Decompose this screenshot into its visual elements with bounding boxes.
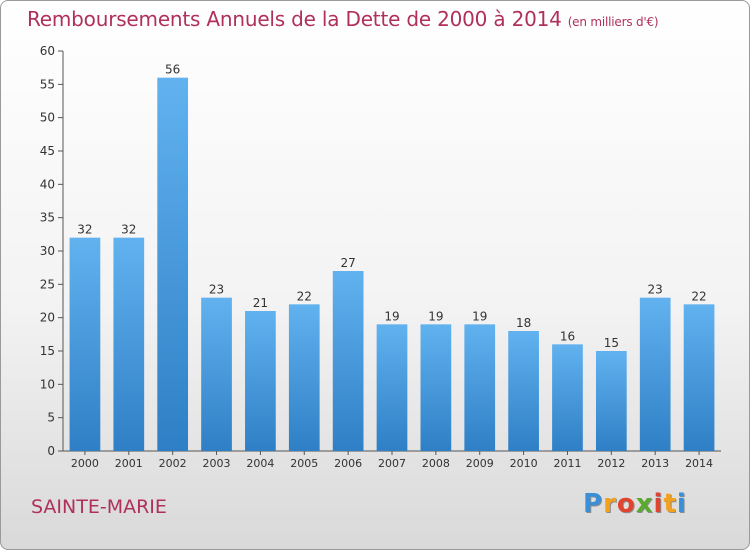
x-tick-label: 2000 xyxy=(71,457,99,470)
x-tick-label: 2005 xyxy=(290,457,318,470)
proxiti-logo: Proxiti xyxy=(583,489,687,519)
y-tick-label: 45 xyxy=(40,144,55,158)
chart-subtitle: (en milliers d'€) xyxy=(567,15,659,29)
x-tick-label: 2008 xyxy=(422,457,450,470)
bar xyxy=(201,297,232,451)
bar-value-label: 19 xyxy=(428,309,443,323)
bar xyxy=(683,304,715,451)
y-tick-label: 15 xyxy=(40,344,55,358)
y-tick-label: 35 xyxy=(40,211,55,225)
bar xyxy=(288,304,320,451)
chart-title: Remboursements Annuels de la Dette de 20… xyxy=(27,7,659,31)
bar-value-label: 19 xyxy=(384,309,399,323)
logo-letter: x xyxy=(635,489,654,519)
bar-value-label: 18 xyxy=(516,316,531,330)
x-tick-label: 2006 xyxy=(334,457,362,470)
x-tick-label: 2009 xyxy=(466,457,494,470)
x-tick-label: 2003 xyxy=(203,457,231,470)
x-tick-label: 2002 xyxy=(159,457,187,470)
y-tick-label: 30 xyxy=(40,244,55,258)
axes: 0 5 10 15 20 25 30 35 40 45 50 55 60 xyxy=(40,44,721,458)
y-tick-label: 40 xyxy=(40,177,55,191)
y-tick-label: 25 xyxy=(40,277,55,291)
place-name: SAINTE-MARIE xyxy=(31,496,167,518)
bar-value-label: 32 xyxy=(121,223,136,237)
y-tick-label: 0 xyxy=(47,444,55,458)
bar-value-label: 23 xyxy=(209,283,224,297)
logo-letter: r xyxy=(603,489,617,519)
x-tick-label: 2007 xyxy=(378,457,406,470)
bar xyxy=(157,77,189,452)
x-tick-label: 2001 xyxy=(115,457,143,470)
y-tick-label: 20 xyxy=(40,311,55,325)
bar xyxy=(245,311,276,451)
x-tick-label: 2012 xyxy=(597,457,625,470)
bar xyxy=(552,344,583,451)
y-tick-label: 60 xyxy=(40,44,55,58)
y-tick-label: 50 xyxy=(40,111,55,125)
bar xyxy=(332,271,364,451)
bar-value-label: 19 xyxy=(472,309,487,323)
bar xyxy=(113,237,145,451)
bar-value-label: 22 xyxy=(297,289,312,303)
y-tick-label: 5 xyxy=(47,411,55,425)
bar xyxy=(69,237,101,451)
x-tick-label: 2011 xyxy=(553,457,581,470)
logo-letter: t xyxy=(663,489,677,519)
bar-value-label: 32 xyxy=(77,223,92,237)
bar-value-label: 56 xyxy=(165,63,180,77)
bars xyxy=(69,77,715,452)
x-tick-label: 2013 xyxy=(641,457,669,470)
chart-title-text: Remboursements Annuels de la Dette de 20… xyxy=(27,7,562,31)
bar xyxy=(376,324,408,451)
bar-value-label: 23 xyxy=(648,283,663,297)
x-tick-label: 2014 xyxy=(685,457,713,470)
bar xyxy=(420,324,452,451)
bar-value-label: 21 xyxy=(253,296,268,310)
bar xyxy=(595,351,627,451)
y-tick-label: 55 xyxy=(40,77,55,91)
bar xyxy=(464,324,496,451)
logo-letter: i xyxy=(653,489,664,519)
bar xyxy=(639,297,671,451)
bar-value-label: 16 xyxy=(560,329,575,343)
x-tick-label: 2004 xyxy=(246,457,274,470)
logo-letter: i xyxy=(676,489,687,519)
bar-value-label: 15 xyxy=(604,336,619,350)
y-tick-label: 10 xyxy=(40,377,55,391)
bar-value-label: 22 xyxy=(691,289,706,303)
logo-letter: o xyxy=(616,489,636,519)
bar xyxy=(508,331,539,451)
labels: 32 2000 32 2001 56 2002 23 2003 21 2004 22 2005 27 20… xyxy=(71,63,713,470)
logo-letter: P xyxy=(583,489,604,519)
bar-value-label: 27 xyxy=(340,256,355,270)
x-tick-label: 2010 xyxy=(510,457,538,470)
